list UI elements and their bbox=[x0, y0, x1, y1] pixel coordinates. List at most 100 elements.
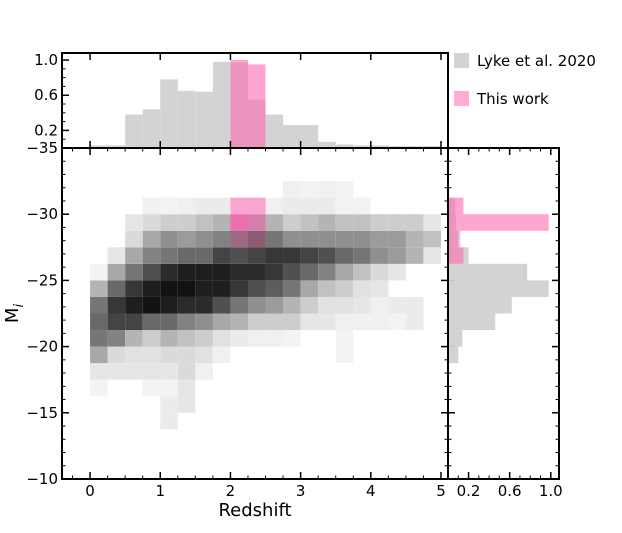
lyke-redshift-bar bbox=[318, 141, 336, 148]
heatmap-cell bbox=[335, 214, 354, 231]
heatmap-cell bbox=[125, 214, 143, 231]
heatmap-cell bbox=[405, 214, 424, 231]
heatmap-cell bbox=[405, 230, 424, 248]
heatmap-cell bbox=[283, 181, 301, 198]
heatmap-cell bbox=[283, 230, 301, 248]
heatmap-cell bbox=[177, 313, 196, 331]
heatmap-cell bbox=[177, 396, 196, 413]
top-y-tick-label: 0.6 bbox=[34, 86, 58, 104]
heatmap-cell bbox=[212, 230, 231, 248]
lyke-redshift-bar bbox=[370, 145, 389, 148]
heatmap-cell bbox=[265, 296, 284, 314]
heatmap-cell bbox=[177, 197, 196, 215]
heatmap-cell bbox=[212, 296, 231, 314]
this-work-redshift-bar bbox=[247, 64, 266, 148]
heatmap-cell bbox=[353, 247, 371, 264]
heatmap-cell bbox=[388, 296, 406, 314]
lyke-redshift-bar bbox=[195, 91, 213, 148]
heatmap-cell bbox=[107, 280, 126, 297]
y-tick-label: −10 bbox=[26, 470, 58, 488]
this-work-cell bbox=[230, 230, 248, 248]
heatmap-cell bbox=[335, 330, 354, 347]
heatmap-cell bbox=[230, 280, 248, 297]
heatmap-cell bbox=[195, 330, 213, 347]
heatmap-cell bbox=[125, 296, 143, 314]
heatmap-cell bbox=[300, 296, 319, 314]
main-x-axis: 0 1 2 3 4 5 bbox=[72, 148, 446, 500]
lyke-magnitude-bar bbox=[448, 263, 528, 281]
heatmap-cell bbox=[230, 247, 248, 264]
heatmap-cell bbox=[90, 263, 108, 281]
heatmap-cell bbox=[212, 346, 231, 364]
heatmap-cell bbox=[318, 263, 336, 281]
heatmap-cell bbox=[247, 330, 266, 347]
heatmap-cell bbox=[283, 313, 301, 331]
top-panel-frame bbox=[61, 52, 449, 149]
heatmap-cell bbox=[195, 280, 213, 297]
magnitude-redshift-heatmap: 0 1 2 3 4 5 −10 −15 −20 −25 −30 −35 Redshift Mi bbox=[2, 139, 559, 521]
heatmap-cell bbox=[230, 296, 248, 314]
heatmap-cell bbox=[195, 296, 213, 314]
heatmap-cell bbox=[160, 396, 178, 413]
heatmap-cell bbox=[283, 280, 301, 297]
heatmap-cell bbox=[247, 247, 266, 264]
heatmap-cell bbox=[335, 313, 354, 331]
heatmap-cell bbox=[370, 296, 389, 314]
this-work-magnitude-bar bbox=[448, 197, 464, 215]
heatmap-cell bbox=[177, 214, 196, 231]
heatmap-cell bbox=[142, 330, 161, 347]
heatmap-cell bbox=[107, 247, 126, 264]
heatmap-cell bbox=[90, 280, 108, 297]
heatmap-cell bbox=[247, 313, 266, 331]
lyke-redshift-bar bbox=[335, 144, 354, 148]
x-axis-title: Redshift bbox=[218, 500, 291, 521]
heatmap-cell bbox=[160, 214, 178, 231]
heatmap-cell bbox=[177, 346, 196, 364]
this-work-heatmap-cells bbox=[230, 197, 266, 248]
heatmap-cell bbox=[300, 247, 319, 264]
heatmap-cell bbox=[265, 214, 284, 231]
magnitude-histogram-bars bbox=[448, 197, 549, 364]
x-tick-label: 4 bbox=[366, 482, 376, 500]
heatmap-cell bbox=[90, 330, 108, 347]
redshift-histogram-bars bbox=[90, 60, 441, 148]
heatmap-cell bbox=[283, 247, 301, 264]
heatmap-cell bbox=[142, 247, 161, 264]
heatmap-cell bbox=[423, 247, 441, 264]
this-work-cell bbox=[247, 197, 266, 215]
heatmap-cell bbox=[370, 313, 389, 331]
this-work-magnitude-bar bbox=[448, 247, 464, 264]
heatmap-cell bbox=[370, 214, 389, 231]
heatmap-cell bbox=[247, 280, 266, 297]
this-work-cell bbox=[247, 230, 266, 248]
heatmap-cell bbox=[142, 230, 161, 248]
heatmap-cell bbox=[160, 230, 178, 248]
heatmap-cell bbox=[177, 330, 196, 347]
lyke-redshift-bar bbox=[90, 145, 108, 148]
heatmap-cell bbox=[388, 230, 406, 248]
heatmap-cell bbox=[195, 247, 213, 264]
heatmap-cell bbox=[125, 230, 143, 248]
y-axis-title: Mi bbox=[2, 304, 27, 324]
heatmap-cell bbox=[177, 247, 196, 264]
heatmap-cell bbox=[370, 263, 389, 281]
heatmap-cell bbox=[247, 263, 266, 281]
heatmap-cell bbox=[300, 313, 319, 331]
heatmap-cell bbox=[423, 230, 441, 248]
heatmap-cell bbox=[318, 230, 336, 248]
heatmap-cell bbox=[405, 247, 424, 264]
heatmap-cell bbox=[125, 313, 143, 331]
heatmap-cell bbox=[125, 363, 143, 380]
heatmap-cell bbox=[107, 313, 126, 331]
heatmap-cell bbox=[177, 230, 196, 248]
heatmap-cell bbox=[160, 263, 178, 281]
heatmap-cell bbox=[353, 313, 371, 331]
heatmap-cell bbox=[142, 197, 161, 215]
heatmap-cell bbox=[265, 197, 284, 215]
heatmap-cell bbox=[265, 313, 284, 331]
heatmap-cell bbox=[265, 263, 284, 281]
top-y-tick-label: 0.2 bbox=[34, 121, 58, 139]
x-tick-label: 2 bbox=[226, 482, 236, 500]
top-panel-axes: 0.2 0.6 1.0 bbox=[34, 51, 442, 148]
heatmap-cell bbox=[90, 379, 108, 397]
